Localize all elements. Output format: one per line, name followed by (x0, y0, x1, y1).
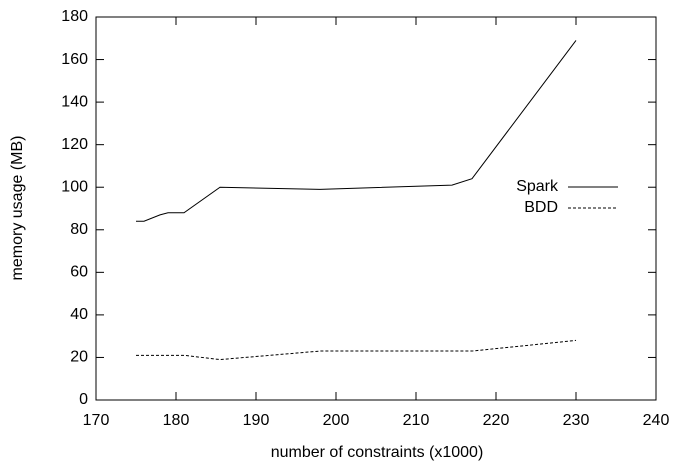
x-tick-label: 180 (163, 412, 190, 429)
y-axis-label: memory usage (MB) (9, 136, 26, 281)
y-tick-label: 160 (61, 51, 88, 68)
x-tick-label: 240 (643, 412, 670, 429)
x-tick-label: 200 (323, 412, 350, 429)
y-tick-label: 0 (79, 391, 88, 408)
x-tick-label: 220 (483, 412, 510, 429)
x-axis-label: number of constraints (x1000) (271, 444, 484, 461)
y-tick-label: 100 (61, 178, 88, 195)
y-tick-label: 140 (61, 93, 88, 110)
line-series (136, 40, 577, 222)
y-tick-label: 20 (70, 349, 88, 366)
x-tick-label: 230 (563, 412, 590, 429)
x-tick-label: 210 (403, 412, 430, 429)
y-tick-label: 120 (61, 136, 88, 153)
plot-frame (95, 16, 657, 401)
y-tick-label: 60 (70, 264, 88, 281)
y-tick-label: 80 (70, 221, 88, 238)
y-tick-label: 180 (61, 8, 88, 25)
x-tick-label: 190 (243, 412, 270, 429)
legend-label: Spark (516, 178, 559, 195)
y-tick-label: 40 (70, 306, 88, 323)
line-series (136, 339, 577, 361)
x-tick-label: 170 (83, 412, 110, 429)
legend-label: BDD (524, 199, 558, 216)
